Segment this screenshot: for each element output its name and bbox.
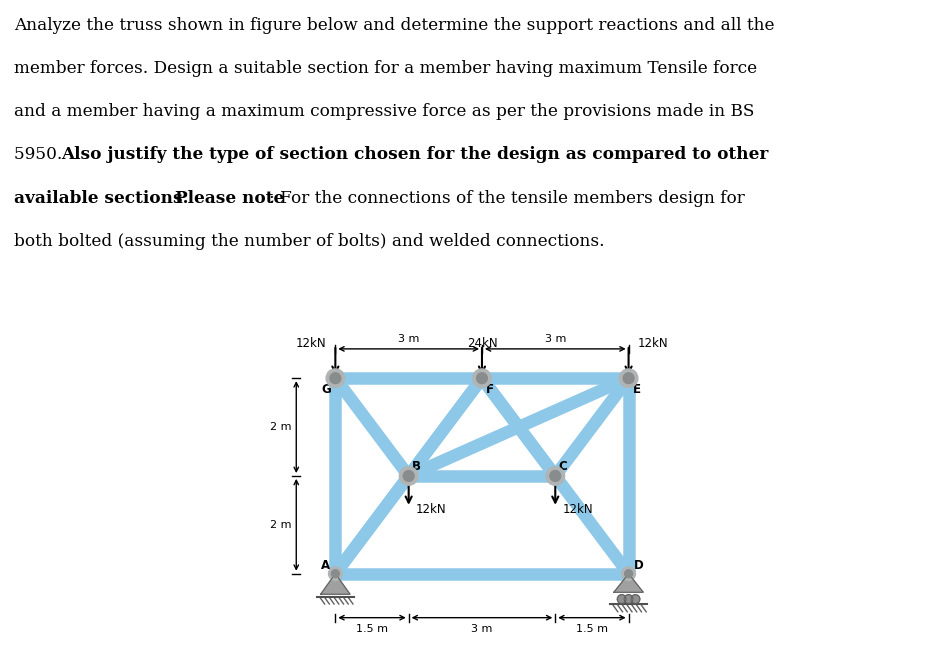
Circle shape bbox=[328, 567, 342, 581]
Text: C: C bbox=[558, 460, 567, 473]
Circle shape bbox=[330, 373, 341, 384]
Polygon shape bbox=[321, 574, 350, 594]
Circle shape bbox=[624, 373, 634, 384]
Text: D: D bbox=[634, 559, 643, 572]
Circle shape bbox=[476, 373, 487, 384]
Text: E: E bbox=[633, 383, 640, 396]
Text: 1.5 m: 1.5 m bbox=[356, 624, 388, 634]
Circle shape bbox=[619, 369, 637, 388]
Text: : For the connections of the tensile members design for: : For the connections of the tensile mem… bbox=[269, 190, 745, 207]
Circle shape bbox=[332, 570, 339, 577]
Text: 1.5 m: 1.5 m bbox=[576, 624, 608, 634]
Circle shape bbox=[617, 595, 626, 604]
Circle shape bbox=[624, 570, 633, 577]
Text: and a member having a maximum compressive force as per the provisions made in BS: and a member having a maximum compressiv… bbox=[14, 104, 754, 121]
Text: 12kN: 12kN bbox=[296, 337, 326, 350]
Text: 12kN: 12kN bbox=[416, 502, 446, 516]
Text: Analyze the truss shown in figure below and determine the support reactions and : Analyze the truss shown in figure below … bbox=[14, 18, 774, 35]
Text: A: A bbox=[322, 559, 331, 572]
Circle shape bbox=[624, 595, 633, 604]
Circle shape bbox=[404, 470, 414, 482]
Text: available sections.: available sections. bbox=[14, 190, 194, 207]
Text: Also justify the type of section chosen for the design as compared to other: Also justify the type of section chosen … bbox=[62, 146, 769, 163]
Text: 5950.: 5950. bbox=[14, 146, 68, 163]
Circle shape bbox=[400, 466, 418, 485]
Circle shape bbox=[631, 595, 640, 604]
Text: member forces. Design a suitable section for a member having maximum Tensile for: member forces. Design a suitable section… bbox=[14, 60, 757, 77]
Circle shape bbox=[546, 466, 565, 485]
Text: Please note: Please note bbox=[174, 190, 284, 207]
Text: F: F bbox=[486, 383, 494, 396]
Text: both bolted (assuming the number of bolts) and welded connections.: both bolted (assuming the number of bolt… bbox=[14, 232, 605, 249]
Text: 12kN: 12kN bbox=[563, 502, 594, 516]
Text: B: B bbox=[412, 460, 420, 473]
Circle shape bbox=[473, 369, 491, 388]
Polygon shape bbox=[614, 574, 643, 592]
Text: G: G bbox=[322, 383, 332, 396]
Text: 2 m: 2 m bbox=[270, 520, 292, 530]
Text: 3 m: 3 m bbox=[398, 334, 419, 344]
Text: 12kN: 12kN bbox=[637, 337, 668, 350]
Circle shape bbox=[550, 470, 561, 482]
Circle shape bbox=[326, 369, 345, 388]
Text: 3 m: 3 m bbox=[472, 624, 493, 634]
Text: 2 m: 2 m bbox=[270, 422, 292, 432]
Circle shape bbox=[622, 567, 636, 581]
Text: 3 m: 3 m bbox=[544, 334, 566, 344]
Text: 24kN: 24kN bbox=[467, 337, 498, 350]
